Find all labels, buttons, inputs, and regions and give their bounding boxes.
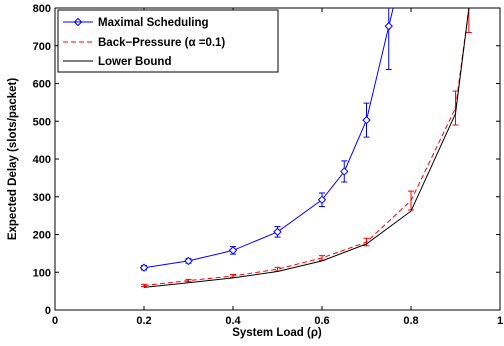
y-tick-label: 600 xyxy=(33,79,51,91)
y-tick-label: 700 xyxy=(33,41,51,53)
data-point-maximal-scheduling xyxy=(184,256,193,266)
y-axis-label: Expected Delay (slots/packet) xyxy=(7,78,19,241)
legend-entry-back-pressure: Back−Pressure (α =0.1) xyxy=(63,37,225,49)
x-tick-label: 0.8 xyxy=(403,315,418,327)
y-tick-label: 800 xyxy=(33,3,51,15)
data-point-maximal-scheduling xyxy=(139,263,149,272)
y-tick-label: 400 xyxy=(33,154,51,166)
legend-label-lower-bound: Lower Bound xyxy=(98,56,171,68)
y-tick-label: 0 xyxy=(45,305,51,317)
data-point-maximal-scheduling xyxy=(273,227,282,237)
x-tick-label: 0.2 xyxy=(136,315,151,327)
plot-frame xyxy=(54,7,501,311)
legend-entry-maximal-scheduling: Maximal Scheduling xyxy=(63,17,209,29)
data-point-maximal-scheduling xyxy=(362,115,371,125)
data-point-maximal-scheduling xyxy=(340,167,349,176)
y-tick-label: 100 xyxy=(33,267,51,279)
y-tick-label: 500 xyxy=(33,116,51,128)
y-tick-label: 300 xyxy=(33,192,51,204)
data-point-maximal-scheduling xyxy=(317,195,327,204)
legend-box xyxy=(57,9,279,73)
legend-label-maximal-scheduling: Maximal Scheduling xyxy=(98,17,209,29)
series-line-lower-bound xyxy=(143,8,470,288)
legend-diamond-marker xyxy=(73,17,83,27)
data-point-maximal-scheduling xyxy=(228,246,238,255)
x-tick-label: 0.6 xyxy=(314,315,329,327)
legend-label-back-pressure: Back−Pressure (α =0.1) xyxy=(98,37,225,49)
legend: Maximal Scheduling Back−Pressure (α =0.1… xyxy=(57,9,279,73)
x-tick-label: 1 xyxy=(497,315,503,327)
data-series xyxy=(139,8,472,288)
x-axis-label: System Load (ρ) xyxy=(232,327,322,339)
data-point-maximal-scheduling xyxy=(384,21,393,31)
x-tick-label: 0 xyxy=(52,315,58,327)
legend-entry-lower-bound: Lower Bound xyxy=(63,56,171,68)
x-tick-label: 0.4 xyxy=(225,315,241,327)
y-tick-label: 200 xyxy=(33,230,51,242)
